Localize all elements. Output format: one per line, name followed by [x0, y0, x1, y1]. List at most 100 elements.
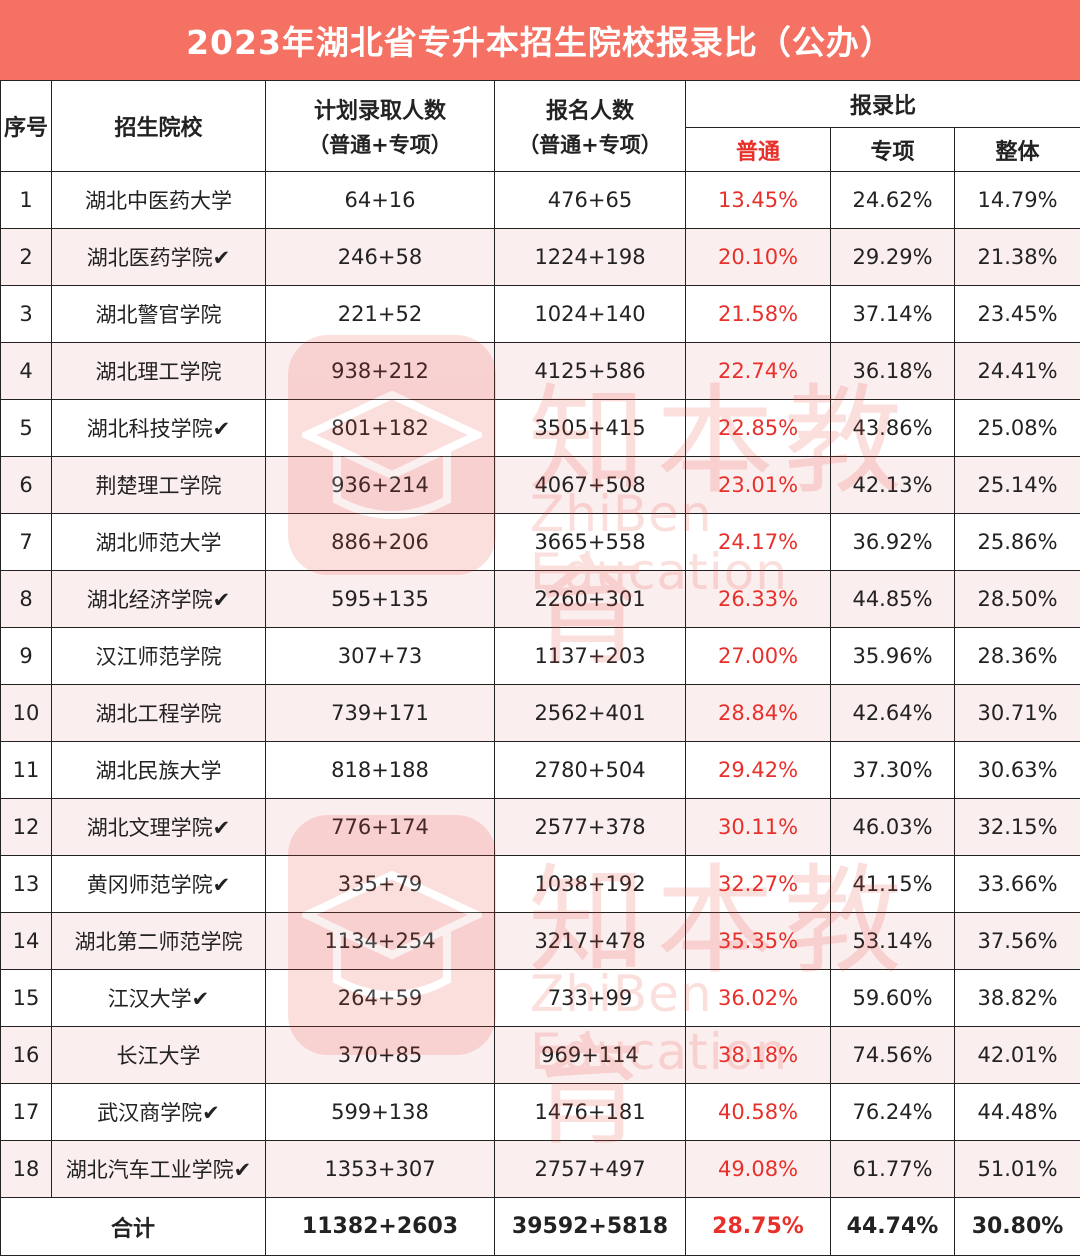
row-plan: 938+212	[266, 343, 495, 400]
row-index: 17	[1, 1084, 52, 1141]
row-regular-ratio: 23.01%	[686, 457, 831, 514]
row-index: 14	[1, 913, 52, 970]
total-label: 合计	[1, 1198, 266, 1256]
row-applicants: 1137+203	[495, 628, 686, 685]
row-overall-ratio: 14.79%	[955, 172, 1080, 229]
row-special-ratio: 36.18%	[831, 343, 955, 400]
row-regular-ratio: 22.85%	[686, 400, 831, 457]
row-index: 11	[1, 742, 52, 799]
row-special-ratio: 61.77%	[831, 1141, 955, 1198]
row-special-ratio: 35.96%	[831, 628, 955, 685]
row-special-ratio: 46.03%	[831, 799, 955, 856]
row-special-ratio: 37.14%	[831, 286, 955, 343]
row-plan: 595+135	[266, 571, 495, 628]
total-row: 合计 11382+2603 39592+5818 28.75% 44.74% 3…	[1, 1198, 1080, 1256]
row-overall-ratio: 32.15%	[955, 799, 1080, 856]
total-special-ratio: 44.74%	[831, 1198, 955, 1256]
row-plan: 221+52	[266, 286, 495, 343]
row-special-ratio: 76.24%	[831, 1084, 955, 1141]
row-overall-ratio: 21.38%	[955, 229, 1080, 286]
row-applicants: 1476+181	[495, 1084, 686, 1141]
row-school: 湖北民族大学	[52, 742, 266, 799]
row-overall-ratio: 42.01%	[955, 1027, 1080, 1084]
row-school: 湖北中医药大学	[52, 172, 266, 229]
row-applicants: 733+99	[495, 970, 686, 1027]
row-plan: 1134+254	[266, 913, 495, 970]
row-school: 湖北师范大学	[52, 514, 266, 571]
header-ratio: 报录比	[686, 81, 1080, 128]
row-overall-ratio: 25.14%	[955, 457, 1080, 514]
row-overall-ratio: 30.63%	[955, 742, 1080, 799]
header-ratio-overall: 整体	[955, 128, 1080, 172]
row-plan: 264+59	[266, 970, 495, 1027]
row-school: 江汉大学✔	[52, 970, 266, 1027]
row-overall-ratio: 30.71%	[955, 685, 1080, 742]
row-applicants: 3217+478	[495, 913, 686, 970]
row-regular-ratio: 22.74%	[686, 343, 831, 400]
header-applicants: 报名人数 （普通+专项）	[495, 81, 686, 172]
row-index: 5	[1, 400, 52, 457]
row-overall-ratio: 23.45%	[955, 286, 1080, 343]
row-applicants: 2780+504	[495, 742, 686, 799]
row-school: 长江大学	[52, 1027, 266, 1084]
total-plan: 11382+2603	[266, 1198, 495, 1256]
row-regular-ratio: 21.58%	[686, 286, 831, 343]
row-regular-ratio: 49.08%	[686, 1141, 831, 1198]
row-overall-ratio: 24.41%	[955, 343, 1080, 400]
row-school: 湖北文理学院✔	[52, 799, 266, 856]
row-overall-ratio: 25.08%	[955, 400, 1080, 457]
row-regular-ratio: 28.84%	[686, 685, 831, 742]
row-regular-ratio: 40.58%	[686, 1084, 831, 1141]
row-plan: 307+73	[266, 628, 495, 685]
row-school: 武汉商学院✔	[52, 1084, 266, 1141]
row-special-ratio: 59.60%	[831, 970, 955, 1027]
row-applicants: 969+114	[495, 1027, 686, 1084]
row-overall-ratio: 37.56%	[955, 913, 1080, 970]
row-school: 湖北医药学院✔	[52, 229, 266, 286]
header-ratio-special: 专项	[831, 128, 955, 172]
row-special-ratio: 74.56%	[831, 1027, 955, 1084]
row-school: 湖北工程学院	[52, 685, 266, 742]
row-plan: 335+79	[266, 856, 495, 913]
row-overall-ratio: 44.48%	[955, 1084, 1080, 1141]
header-plan: 计划录取人数 （普通+专项）	[266, 81, 495, 172]
total-regular-ratio: 28.75%	[686, 1198, 831, 1256]
row-index: 7	[1, 514, 52, 571]
row-special-ratio: 42.64%	[831, 685, 955, 742]
row-overall-ratio: 51.01%	[955, 1141, 1080, 1198]
row-applicants: 1024+140	[495, 286, 686, 343]
row-applicants: 4067+508	[495, 457, 686, 514]
row-plan: 886+206	[266, 514, 495, 571]
row-regular-ratio: 36.02%	[686, 970, 831, 1027]
row-index: 6	[1, 457, 52, 514]
row-applicants: 2757+497	[495, 1141, 686, 1198]
row-plan: 370+85	[266, 1027, 495, 1084]
row-index: 8	[1, 571, 52, 628]
row-index: 4	[1, 343, 52, 400]
row-regular-ratio: 30.11%	[686, 799, 831, 856]
row-applicants: 476+65	[495, 172, 686, 229]
row-index: 10	[1, 685, 52, 742]
row-overall-ratio: 28.50%	[955, 571, 1080, 628]
row-plan: 1353+307	[266, 1141, 495, 1198]
row-applicants: 1038+192	[495, 856, 686, 913]
row-plan: 801+182	[266, 400, 495, 457]
row-index: 3	[1, 286, 52, 343]
header-ratio-regular: 普通	[686, 128, 831, 172]
row-school: 湖北科技学院✔	[52, 400, 266, 457]
header-applicants-line1: 报名人数	[546, 99, 634, 124]
row-index: 15	[1, 970, 52, 1027]
